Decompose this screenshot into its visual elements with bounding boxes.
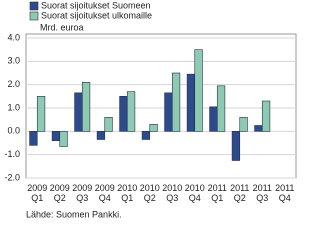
x-tick-label: 2009 Q3	[72, 183, 92, 203]
bar	[254, 125, 263, 132]
unit-label: Mrd. euroa	[40, 22, 84, 32]
x-tick-label: 2011 Q4	[275, 183, 294, 203]
x-tick-label: 2011 Q2	[230, 183, 249, 203]
legend-label: Suorat sijoitukset Suomeen	[41, 0, 151, 10]
x-tick-label: 2011 Q3	[253, 183, 272, 203]
bar	[59, 131, 68, 147]
bar	[231, 131, 241, 161]
bar	[126, 91, 136, 132]
y-tick-label: -1.0	[4, 149, 20, 159]
bar	[261, 100, 271, 132]
y-tick-label: 4.0	[7, 32, 20, 42]
x-tick-label: 2009 Q2	[50, 183, 70, 203]
source: Lähde: Suomen Pankki.	[26, 209, 122, 219]
x-tick-label: 2009 Q4	[95, 183, 115, 203]
legend-swatch	[29, 1, 39, 11]
bar	[96, 131, 106, 140]
x-tick-label: 2011 Q1	[208, 183, 227, 203]
bar	[186, 73, 196, 132]
legend-label: Suorat sijoitukset ulkomaille	[41, 10, 152, 20]
bar	[74, 92, 83, 132]
bar	[104, 117, 113, 132]
legend-swatch	[29, 11, 39, 21]
bar	[216, 85, 226, 132]
x-tick-label: 2010 Q1	[117, 183, 137, 203]
bar	[51, 131, 61, 141]
chart: Mrd. euroa Lähde: Suomen Pankki. -2.0 -1.…	[4, 0, 297, 219]
bar	[171, 72, 181, 132]
y-tick-label: 0.0	[7, 126, 20, 136]
bar	[239, 117, 248, 132]
x-tick-label: 2010 Q3	[162, 183, 182, 203]
plot-frame	[25, 33, 297, 179]
bar	[194, 49, 203, 132]
bar	[209, 106, 218, 132]
bar	[119, 96, 128, 132]
x-tick-label: 2009 Q1	[27, 183, 47, 203]
bar	[29, 131, 38, 146]
bar	[141, 131, 151, 140]
y-tick-label: 2.0	[7, 79, 20, 89]
y-tick-label: -2.0	[4, 172, 20, 182]
x-tick-label: 2010 Q2	[140, 183, 160, 203]
bar	[81, 82, 91, 132]
bar	[149, 124, 158, 132]
x-tick-label: 2010 Q4	[185, 183, 205, 203]
y-tick-label: 1.0	[7, 102, 20, 112]
bar	[36, 96, 46, 132]
bar	[164, 92, 173, 132]
y-tick-label: 3.0	[7, 56, 20, 66]
